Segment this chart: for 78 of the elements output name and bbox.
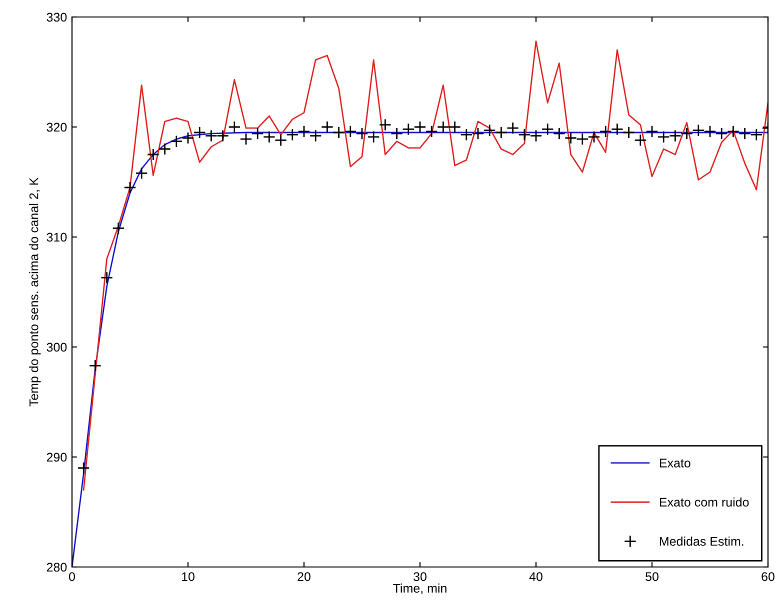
point xyxy=(112,222,125,234)
point xyxy=(436,120,450,134)
point xyxy=(274,134,288,146)
y-tick-label: 290 xyxy=(46,452,67,462)
point xyxy=(135,166,148,180)
point xyxy=(402,122,415,136)
point xyxy=(472,127,484,140)
point xyxy=(425,125,438,138)
point xyxy=(146,148,160,161)
point xyxy=(216,130,230,142)
point xyxy=(309,130,322,142)
legend-label: Exato xyxy=(660,458,690,468)
point xyxy=(622,126,636,139)
x-tick-label: 20 xyxy=(298,572,310,582)
x-tick-label: 0 xyxy=(69,572,75,582)
point xyxy=(320,120,334,134)
point xyxy=(448,120,462,134)
point xyxy=(378,118,392,132)
point xyxy=(552,127,566,140)
point xyxy=(77,462,90,474)
point xyxy=(726,125,740,138)
point xyxy=(158,142,172,156)
point xyxy=(518,128,531,141)
y-tick-label: 320 xyxy=(46,122,67,132)
y-tick-label: 310 xyxy=(46,232,67,242)
point xyxy=(460,128,473,141)
line-series xyxy=(82,40,768,491)
point xyxy=(704,125,716,138)
point xyxy=(564,132,578,144)
x-tick-label: 30 xyxy=(414,572,426,582)
point xyxy=(646,125,658,138)
point xyxy=(286,128,299,141)
legend-label: Exato com ruido xyxy=(660,497,749,507)
point xyxy=(390,127,404,140)
point xyxy=(506,122,520,134)
point xyxy=(124,181,136,194)
x-tick-label: 50 xyxy=(646,572,658,582)
y-tick-label: 330 xyxy=(46,12,67,22)
point xyxy=(680,127,694,140)
point xyxy=(657,130,670,144)
point xyxy=(332,126,346,139)
x-tick-label: 60 xyxy=(762,572,774,582)
point xyxy=(193,126,206,139)
point xyxy=(240,132,252,146)
point xyxy=(494,126,508,139)
y-tick-label: 280 xyxy=(46,562,67,572)
legend-label: Medidas Estim. xyxy=(660,536,744,546)
y-tick-label: 300 xyxy=(46,342,67,352)
point xyxy=(599,125,612,138)
point xyxy=(170,135,183,148)
point xyxy=(692,124,705,137)
point xyxy=(610,122,624,136)
y-axis-title: Temp do ponto sens. acima do canal 2, K xyxy=(29,177,41,406)
point xyxy=(88,359,102,372)
point xyxy=(483,124,496,137)
point xyxy=(228,120,241,134)
point xyxy=(344,125,357,138)
point xyxy=(750,128,763,141)
point xyxy=(588,130,600,144)
point xyxy=(182,132,194,144)
x-axis-title: Time, min xyxy=(393,584,446,594)
x-tick-label: 10 xyxy=(182,572,194,582)
point xyxy=(576,132,589,146)
point xyxy=(262,130,276,144)
x-tick-label: 40 xyxy=(529,572,542,582)
point xyxy=(530,130,542,142)
point xyxy=(634,134,647,146)
point xyxy=(541,122,554,136)
point xyxy=(251,127,264,140)
point xyxy=(738,127,752,140)
point xyxy=(204,130,218,142)
point xyxy=(100,271,114,284)
point xyxy=(298,125,310,138)
point xyxy=(367,130,380,144)
point xyxy=(715,127,728,140)
point xyxy=(668,130,682,142)
point xyxy=(414,120,426,134)
point xyxy=(356,127,368,140)
